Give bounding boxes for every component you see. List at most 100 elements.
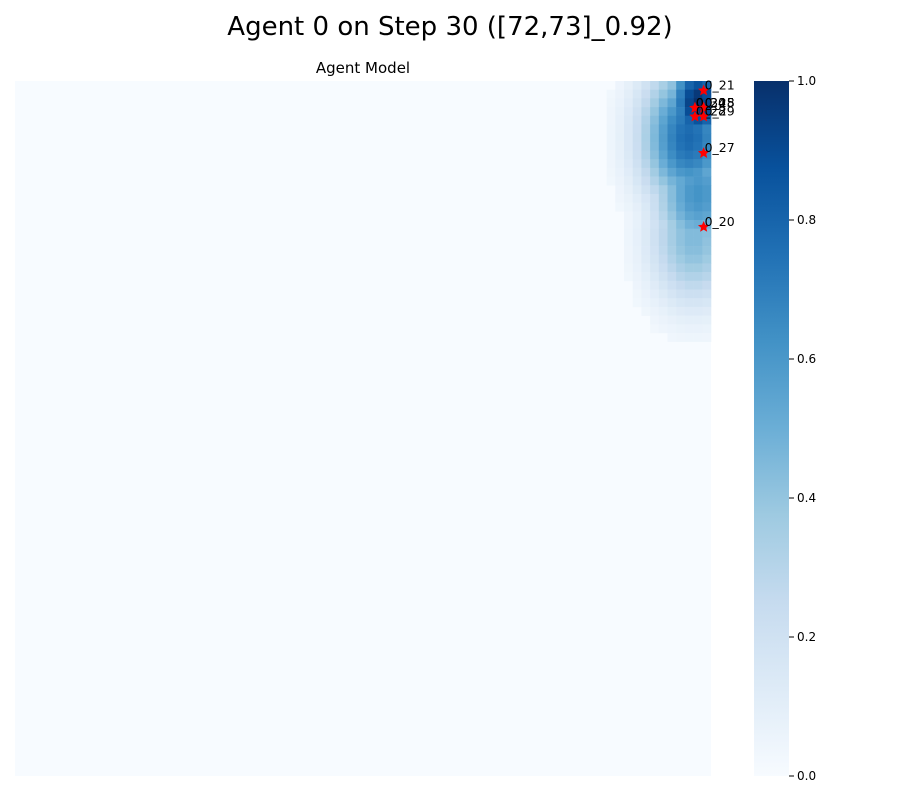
heatmap-subtitle: Agent Model — [316, 59, 410, 77]
heatmap-cell — [684, 220, 694, 229]
heatmap-cell — [667, 89, 677, 99]
heatmap-cell — [632, 263, 642, 273]
heatmap-cell — [693, 133, 703, 143]
heatmap-cell — [702, 220, 712, 229]
heatmap-cell — [693, 324, 703, 334]
heatmap-cell — [650, 107, 660, 117]
heatmap-cell — [667, 298, 677, 308]
heatmap-cell — [658, 89, 668, 99]
heatmap-cell — [667, 280, 677, 290]
heatmap-cell — [650, 115, 660, 125]
heatmap-cell — [632, 81, 642, 90]
heatmap-cell — [676, 298, 686, 308]
heatmap-cell — [667, 332, 677, 342]
heatmap-cell — [702, 246, 712, 256]
heatmap-cell — [632, 237, 642, 247]
marker-label: 0_27 — [705, 140, 735, 155]
heatmap-cell — [693, 167, 703, 177]
heatmap-background — [15, 81, 711, 776]
heatmap-cell — [702, 306, 712, 316]
heatmap-cell — [641, 211, 651, 221]
heatmap-cell — [684, 272, 694, 282]
heatmap-cell — [641, 298, 651, 308]
heatmap-cell — [658, 220, 668, 229]
heatmap-cell — [676, 141, 686, 151]
heatmap-cell — [641, 228, 651, 238]
heatmap-cell — [632, 89, 642, 99]
heatmap-cell — [676, 167, 686, 177]
heatmap-cell — [676, 185, 686, 195]
heatmap-cell — [676, 306, 686, 316]
heatmap-cell — [641, 107, 651, 117]
heatmap-cell — [624, 133, 633, 143]
heatmap-cell — [658, 272, 668, 282]
heatmap-cell — [641, 89, 651, 99]
heatmap-cell — [632, 246, 642, 256]
marker-star — [697, 110, 710, 122]
heatmap-cell — [615, 133, 625, 143]
heatmap-cell — [641, 159, 651, 169]
heatmap-cell — [667, 107, 677, 117]
heatmap-cell — [684, 115, 694, 125]
marker-star — [697, 147, 710, 158]
heatmap-cell — [658, 150, 668, 160]
heatmap-cell — [624, 98, 633, 108]
heatmap-cell — [641, 254, 651, 264]
heatmap-cell — [693, 176, 703, 186]
heatmap-cell — [667, 315, 677, 325]
heatmap-cell — [624, 193, 633, 203]
heatmap-cell — [650, 202, 660, 212]
heatmap-cell — [650, 141, 660, 151]
heatmap-cell — [684, 98, 694, 108]
colorbar — [754, 81, 789, 776]
heatmap-cell — [702, 159, 712, 169]
heatmap-cell — [702, 185, 712, 195]
heatmap-cell — [650, 298, 660, 308]
heatmap-cell — [650, 324, 660, 334]
heatmap-cell — [650, 133, 660, 143]
heatmap-cell — [684, 185, 694, 195]
heatmap-cell — [650, 176, 660, 186]
heatmap-cell — [615, 141, 625, 151]
heatmap-cell — [658, 298, 668, 308]
heatmap-cell — [702, 272, 712, 282]
marker-label: 0_21 — [705, 78, 735, 93]
heatmap-cell — [667, 246, 677, 256]
heatmap-cell — [632, 107, 642, 117]
heatmap-cell — [641, 167, 651, 177]
heatmap-cell — [641, 220, 651, 229]
heatmap-cell — [676, 246, 686, 256]
heatmap-cell — [606, 124, 616, 134]
heatmap-cell — [702, 167, 712, 177]
heatmap-cell — [667, 150, 677, 160]
heatmap-cell — [702, 98, 712, 108]
heatmap-cell — [684, 141, 694, 151]
heatmap-cell — [676, 211, 686, 221]
heatmap-cell — [667, 133, 677, 143]
heatmap-cell — [702, 298, 712, 308]
heatmap-cell — [693, 246, 703, 256]
heatmap-cell — [658, 237, 668, 247]
heatmap-cell — [676, 202, 686, 212]
heatmap-cell — [615, 167, 625, 177]
heatmap-cell — [676, 315, 686, 325]
heatmap-cell — [684, 254, 694, 264]
heatmap-cell — [667, 220, 677, 229]
marker-star — [689, 101, 701, 113]
heatmap-cell — [650, 306, 660, 316]
heatmap-cell — [684, 298, 694, 308]
heatmap-cell — [702, 202, 712, 212]
heatmap-cell — [632, 202, 642, 212]
heatmap-cell — [667, 202, 677, 212]
colorbar-tick-label: 0.6 — [797, 352, 816, 366]
heatmap-cell — [676, 150, 686, 160]
heatmap-cell — [641, 289, 651, 299]
heatmap-cell — [632, 211, 642, 221]
heatmap-cell — [615, 81, 625, 90]
heatmap-cell — [658, 289, 668, 299]
heatmap-cell — [641, 115, 651, 125]
heatmap-cell — [606, 167, 616, 177]
heatmap-cell — [693, 289, 703, 299]
heatmap-cell — [676, 237, 686, 247]
heatmap-cell — [667, 98, 677, 108]
